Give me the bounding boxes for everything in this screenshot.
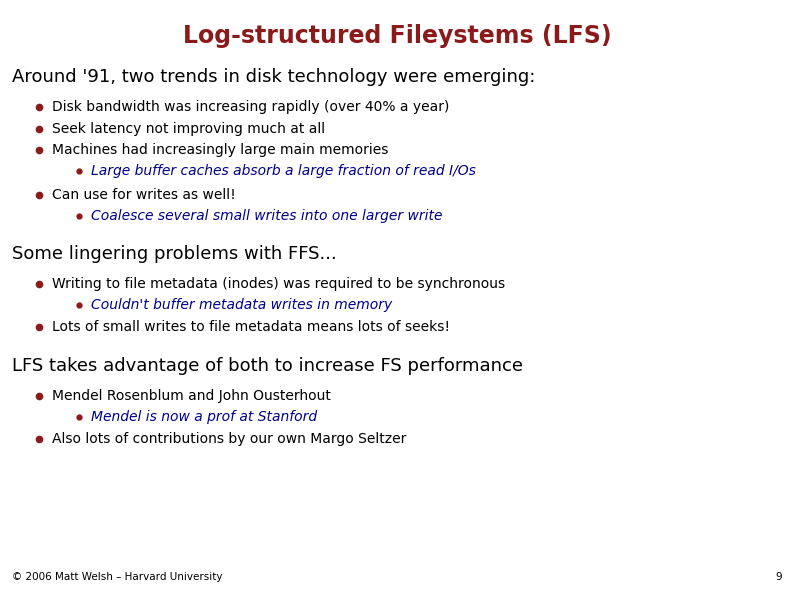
Text: Large buffer caches absorb a large fraction of read I/Os: Large buffer caches absorb a large fract…: [91, 164, 476, 178]
Text: Seek latency not improving much at all: Seek latency not improving much at all: [52, 121, 325, 136]
Text: Log-structured Fileystems (LFS): Log-structured Fileystems (LFS): [183, 24, 611, 48]
Text: Around '91, two trends in disk technology were emerging:: Around '91, two trends in disk technolog…: [12, 68, 535, 86]
Text: Mendel is now a prof at Stanford: Mendel is now a prof at Stanford: [91, 410, 318, 424]
Text: 9: 9: [776, 572, 782, 582]
Text: Lots of small writes to file metadata means lots of seeks!: Lots of small writes to file metadata me…: [52, 320, 449, 334]
Text: Disk bandwidth was increasing rapidly (over 40% a year): Disk bandwidth was increasing rapidly (o…: [52, 100, 449, 114]
Text: Coalesce several small writes into one larger write: Coalesce several small writes into one l…: [91, 209, 443, 223]
Text: Can use for writes as well!: Can use for writes as well!: [52, 187, 235, 202]
Text: © 2006 Matt Welsh – Harvard University: © 2006 Matt Welsh – Harvard University: [12, 572, 222, 582]
Text: Mendel Rosenblum and John Ousterhout: Mendel Rosenblum and John Ousterhout: [52, 389, 330, 403]
Text: LFS takes advantage of both to increase FS performance: LFS takes advantage of both to increase …: [12, 357, 523, 375]
Text: Also lots of contributions by our own Margo Seltzer: Also lots of contributions by our own Ma…: [52, 431, 406, 446]
Text: Couldn't buffer metadata writes in memory: Couldn't buffer metadata writes in memor…: [91, 298, 392, 312]
Text: Some lingering problems with FFS...: Some lingering problems with FFS...: [12, 245, 337, 263]
Text: Machines had increasingly large main memories: Machines had increasingly large main mem…: [52, 143, 388, 157]
Text: Writing to file metadata (inodes) was required to be synchronous: Writing to file metadata (inodes) was re…: [52, 277, 505, 291]
